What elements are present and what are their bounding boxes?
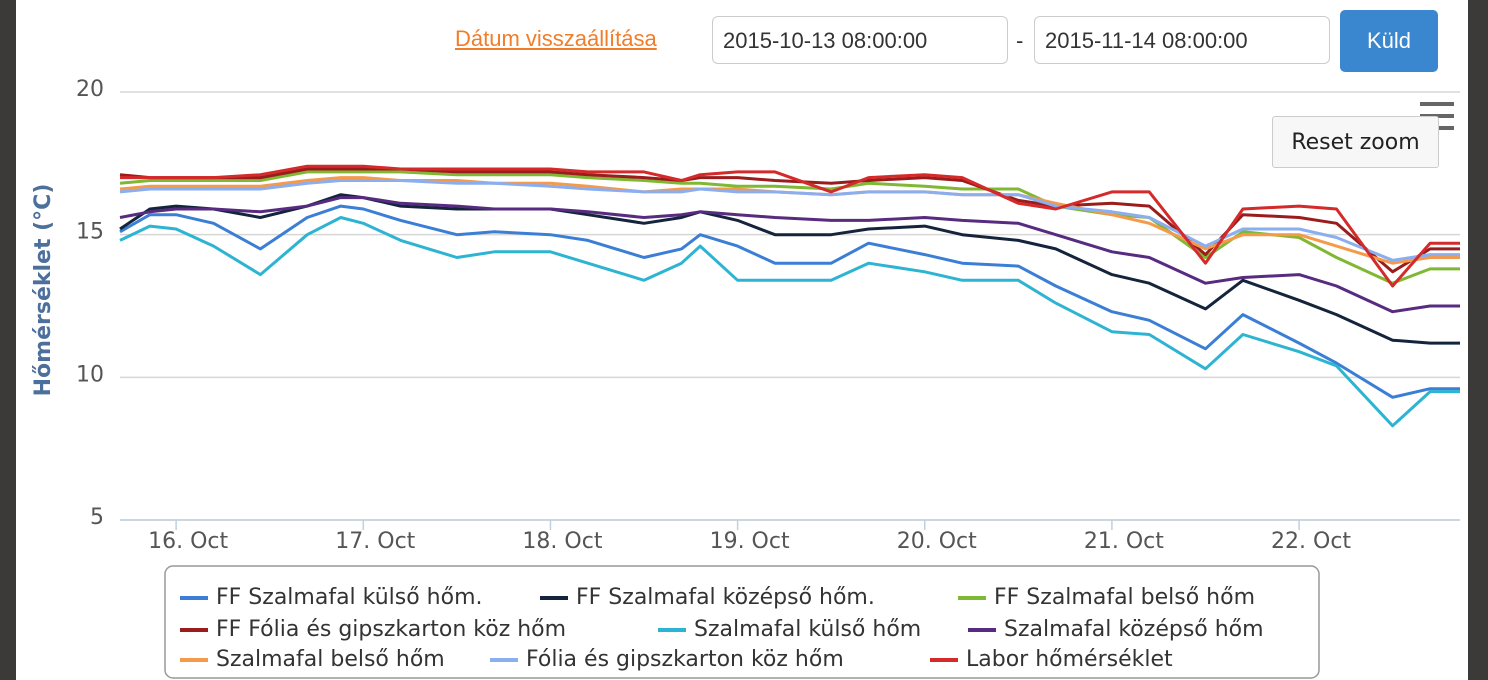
legend-label: FF Szalmafal középső hőm. xyxy=(576,585,875,610)
date-from-input[interactable]: 2015-10-13 08:00:00 xyxy=(712,16,1008,64)
series-line xyxy=(119,176,1460,265)
series-line xyxy=(119,204,1460,399)
date-to-input[interactable]: 2015-11-14 08:00:00 xyxy=(1034,16,1330,64)
x-tick-label: 17. Oct xyxy=(335,529,415,554)
legend-label: FF Szalmafal belső hőm xyxy=(994,585,1255,610)
separator: - xyxy=(1016,28,1024,53)
x-tick-label: 20. Oct xyxy=(897,529,977,554)
legend-label: Fólia és gipszkarton köz hőm xyxy=(526,647,844,672)
series-line xyxy=(119,196,1460,314)
legend-label: FF Szalmafal külső hőm. xyxy=(216,585,483,610)
legend-label: Labor hőmérséklet xyxy=(966,647,1173,672)
series-line xyxy=(120,164,1460,288)
legend-item[interactable]: Labor hőmérséklet xyxy=(930,647,1173,672)
legend-item[interactable]: Fólia és gipszkarton köz hőm xyxy=(490,647,844,672)
legend-label: Szalmafal külső hőm xyxy=(694,617,921,642)
legend-box xyxy=(164,565,1320,679)
legend-item[interactable]: FF Szalmafal külső hőm. xyxy=(180,585,483,610)
series-line xyxy=(119,216,1460,428)
series-line xyxy=(119,167,1460,274)
x-tick-label: 21. Oct xyxy=(1084,529,1164,554)
reset-zoom-button[interactable]: Reset zoom xyxy=(1272,116,1439,168)
legend-item[interactable]: Szalmafal középső hőm xyxy=(968,617,1264,642)
x-tick-label: 18. Oct xyxy=(522,529,602,554)
x-tick-label: 19. Oct xyxy=(710,529,790,554)
submit-button[interactable]: Küld xyxy=(1340,10,1438,72)
legend-item[interactable]: FF Szalmafal belső hőm xyxy=(958,585,1255,610)
legend-item[interactable]: Szalmafal belső hőm xyxy=(180,647,445,672)
legend-item[interactable]: Szalmafal külső hőm xyxy=(658,617,921,642)
y-tick-label: 20 xyxy=(76,77,104,102)
y-tick-label: 15 xyxy=(76,220,104,245)
reset-date-link[interactable]: Dátum visszaállítása xyxy=(455,26,657,51)
legend-item[interactable]: FF Fólia és gipszkarton köz hőm xyxy=(180,617,566,642)
legend-label: Szalmafal középső hőm xyxy=(1004,617,1264,642)
legend-item[interactable]: FF Szalmafal középső hőm. xyxy=(540,585,875,610)
y-tick-label: 10 xyxy=(76,362,104,387)
y-tick-label: 5 xyxy=(90,505,104,530)
legend-label: FF Fólia és gipszkarton köz hőm xyxy=(216,617,566,642)
y-axis-label: Hőmérséklet (°C) xyxy=(31,184,56,397)
x-tick-label: 22. Oct xyxy=(1271,529,1351,554)
series-line xyxy=(119,179,1460,262)
x-tick-label: 16. Oct xyxy=(148,529,228,554)
legend-label: Szalmafal belső hőm xyxy=(216,647,445,672)
